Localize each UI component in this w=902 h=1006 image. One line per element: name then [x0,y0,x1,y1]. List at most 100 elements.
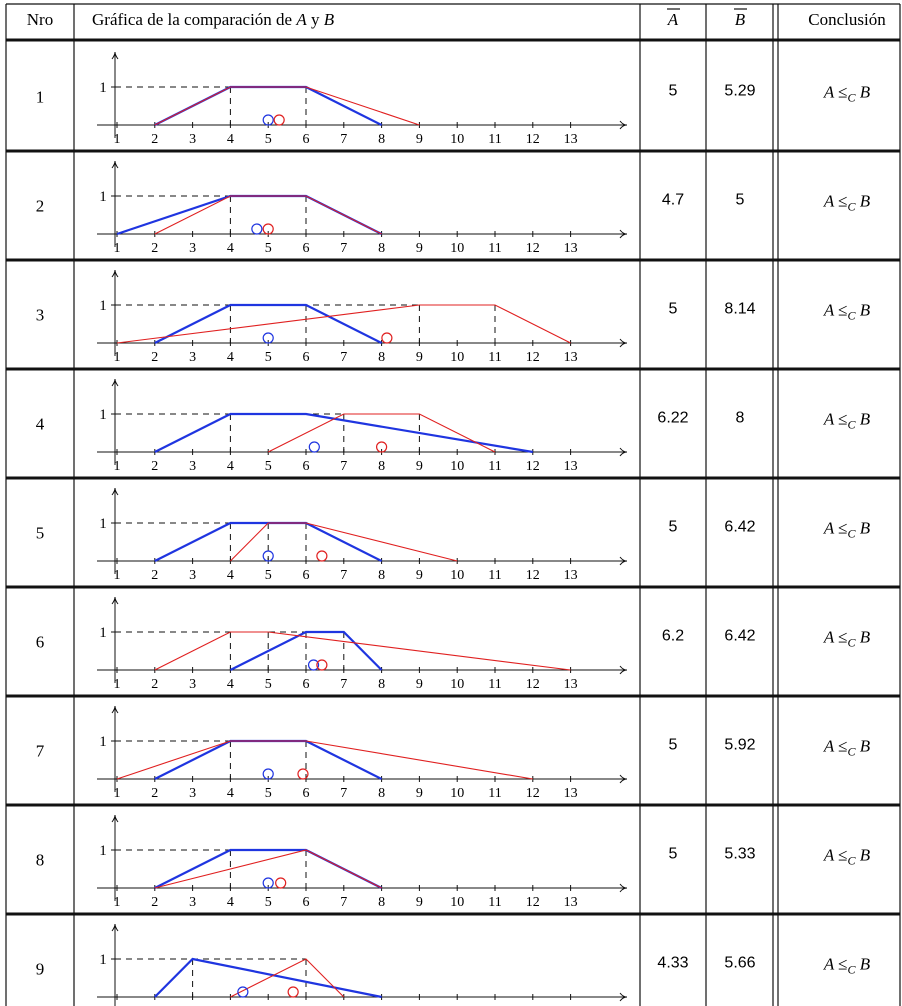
x-tick-label: 4 [227,895,234,910]
x-tick-label: 11 [488,132,501,147]
x-tick-label: 8 [378,1004,385,1006]
x-tick-label: 11 [488,350,501,365]
y-axis-arrow [111,378,119,387]
centroid-a-marker [307,659,320,671]
x-tick-label: 1 [114,677,121,692]
row-number: 9 [36,960,45,979]
x-tick-label: 8 [378,786,385,801]
centroid-b-marker [287,986,299,998]
x-tick-label: 8 [378,350,385,365]
x-tick-label: 4 [227,1004,234,1006]
header-conclusion: Conclusión [808,10,886,29]
x-tick-label: 5 [265,895,272,910]
x-tick-label: 9 [416,459,423,474]
x-tick-label: 13 [564,895,578,910]
bbar-value: 5 [736,192,745,209]
fuzzy-number-a [154,412,533,454]
x-axis-arrow [619,774,628,784]
x-tick-label: 5 [265,459,272,474]
x-tick-label: 2 [151,895,158,910]
conclusion-text: A ≤C B [823,410,871,432]
fuzzy-number-a [154,303,383,344]
x-tick-label: 9 [416,895,423,910]
row-number: 6 [36,633,45,652]
x-tick-label: 6 [303,786,310,801]
x-tick-label: 3 [189,786,196,801]
y-tick-label: 1 [99,952,107,968]
x-tick-label: 11 [488,459,501,474]
x-tick-label: 7 [340,677,347,692]
conclusion-text: A ≤C B [823,83,871,105]
x-tick-label: 1 [114,568,121,583]
y-axis-arrow [111,487,119,496]
centroid-b-marker [316,550,328,562]
x-axis-arrow [619,883,628,893]
x-tick-label: 9 [416,241,423,256]
x-tick-label: 7 [340,568,347,583]
x-axis-arrow [619,447,628,457]
fuzzy-number-b [230,522,458,562]
x-axis-arrow [619,665,628,675]
svg-text:A: A [667,10,679,29]
header-bbar: B [734,8,747,29]
fuzzy-number-b [154,631,571,671]
x-tick-label: 2 [151,350,158,365]
fuzzy-number-a [229,630,383,671]
row-number: 5 [36,524,45,543]
conclusion-text: A ≤C B [823,519,871,541]
x-tick-label: 5 [265,677,272,692]
bbar-value: 8 [736,410,745,427]
y-tick-label: 1 [99,843,107,859]
fuzzy-number-b [154,86,420,126]
x-tick-label: 13 [564,677,578,692]
x-tick-label: 2 [151,241,158,256]
x-tick-label: 6 [303,459,310,474]
x-tick-label: 13 [564,350,578,365]
x-tick-label: 6 [303,568,310,583]
x-tick-label: 13 [564,132,578,147]
y-tick-label: 1 [99,189,107,205]
x-tick-label: 1 [114,459,121,474]
x-tick-label: 2 [151,568,158,583]
x-tick-label: 7 [340,786,347,801]
x-tick-label: 11 [488,786,501,801]
table-row: 3 5 8.14 A ≤C B11 2 3 4 5 6 7 8 9 10 11 12 13 [36,269,871,365]
x-tick-label: 12 [526,895,540,910]
row-number: 8 [36,851,45,870]
x-tick-label: 7 [340,132,347,147]
x-tick-label: 3 [189,350,196,365]
abar-value: 6.2 [662,628,684,645]
x-tick-label: 1 [114,1004,121,1006]
centroid-b-marker [275,877,287,889]
table-row: 2 4.7 5 A ≤C B11 2 3 4 5 6 7 8 9 10 11 12 13 [36,160,871,256]
abar-value: 5 [669,846,678,863]
bbar-value: 8.14 [724,301,755,318]
table-row: 8 5 5.33 A ≤C B11 2 3 4 5 6 7 8 9 10 11 12 13 [36,814,871,910]
centroid-a-marker [308,441,320,453]
x-tick-label: 10 [450,241,464,256]
row-number: 1 [36,88,45,107]
x-tick-label: 13 [564,568,578,583]
fuzzy-number-b [154,195,382,235]
x-tick-label: 10 [450,786,464,801]
x-tick-label: 5 [265,786,272,801]
x-tick-label: 8 [378,677,385,692]
y-tick-label: 1 [99,734,107,750]
row-number: 2 [36,197,45,216]
fuzzy-number-a [154,739,383,780]
x-tick-label: 6 [303,350,310,365]
centroid-b-marker [316,659,328,671]
x-axis-arrow [619,120,628,130]
x-tick-label: 13 [564,1004,578,1006]
abar-value: 5 [669,519,678,536]
fuzzy-number-a [154,957,382,999]
abar-value: 5 [669,737,678,754]
x-tick-label: 5 [265,132,272,147]
table-row: 4 6.22 8 A ≤C B11 2 3 4 5 6 7 8 9 10 11 12 13 [36,378,871,474]
x-tick-label: 8 [378,132,385,147]
